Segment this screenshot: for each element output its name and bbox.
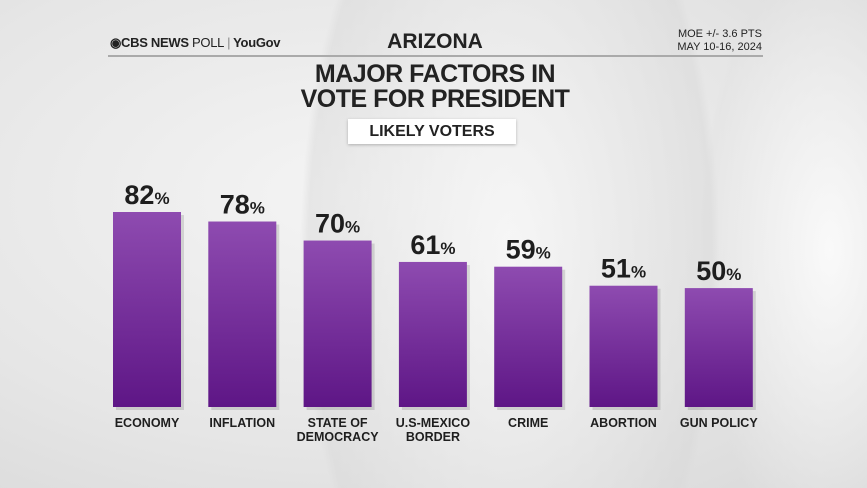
bar xyxy=(303,240,372,407)
title-line: MAJOR FACTORS IN xyxy=(314,60,556,88)
state-title: ARIZONA xyxy=(387,30,483,53)
poll-info: MOE +/- 3.6 PTS MAY 10-16, 2024 xyxy=(677,28,762,54)
data-label: 82% xyxy=(124,180,169,210)
bar xyxy=(684,288,753,407)
bar xyxy=(494,266,563,407)
bar xyxy=(113,212,181,407)
data-label: 78% xyxy=(220,190,265,220)
logo-poll: POLL xyxy=(192,35,225,50)
data-label: 59% xyxy=(506,235,551,265)
category-label: BORDER xyxy=(406,430,460,444)
data-label: 70% xyxy=(315,209,360,239)
bar xyxy=(208,221,277,407)
poll-dates: MAY 10-16, 2024 xyxy=(677,41,762,53)
bar xyxy=(589,285,658,407)
chart-title: MAJOR FACTORS IN VOTE FOR PRESIDENT xyxy=(200,62,670,112)
logo-separator: | xyxy=(227,35,231,50)
logo-yougov: YouGov xyxy=(233,35,281,50)
category-label: DEMOCRACY xyxy=(297,430,380,444)
category-label: INFLATION xyxy=(209,416,275,430)
category-label: CRIME xyxy=(508,416,548,430)
margin-of-error: MOE +/- 3.6 PTS xyxy=(677,28,762,40)
title-line: VOTE FOR PRESIDENT xyxy=(300,85,570,113)
data-label: 61% xyxy=(410,230,455,260)
logo-cbs: CBS NEWS xyxy=(121,35,189,50)
category-label: GUN POLICY xyxy=(680,416,758,430)
category-label: STATE OF xyxy=(308,416,368,430)
bar xyxy=(398,261,467,407)
category-label: ECONOMY xyxy=(115,416,180,430)
category-label: U.S-MEXICO xyxy=(396,416,471,430)
subtitle-badge: LIKELY VOTERS xyxy=(348,119,516,144)
cbs-yougov-logo: ◉CBS NEWS POLL | YouGov xyxy=(110,35,281,51)
data-label: 51% xyxy=(601,254,646,284)
header-divider xyxy=(108,55,763,57)
eye-icon: ◉ xyxy=(110,35,122,50)
category-label: ABORTION xyxy=(590,416,657,430)
data-label: 50% xyxy=(696,256,741,286)
